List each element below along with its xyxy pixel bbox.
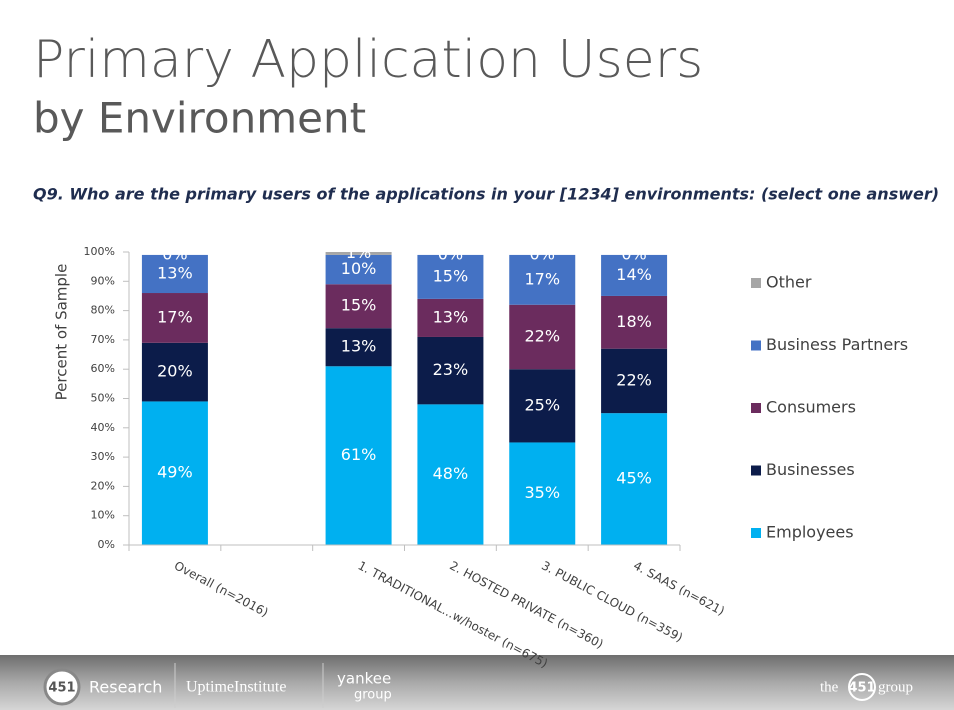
data-label: 1%	[346, 243, 371, 262]
data-label: 49%	[157, 463, 193, 482]
data-label: 23%	[433, 360, 469, 379]
x-tick-label: 2. HOSTED PRIVATE (n=360)	[447, 558, 605, 651]
data-label: 35%	[524, 483, 560, 502]
bar-segment	[417, 298, 484, 337]
legend-label: Other	[766, 273, 812, 292]
data-label: 22%	[616, 370, 652, 389]
data-label: 14%	[616, 265, 652, 284]
bar-segment	[417, 254, 484, 299]
slide-subtitle: by Environment	[33, 94, 366, 143]
bar-segment	[325, 366, 392, 545]
y-tick-label: 10%	[91, 509, 115, 522]
bar-segment	[141, 401, 208, 545]
x-tick-label: 4. SAAS (n=621)	[631, 558, 727, 618]
legend-label: Business Partners	[766, 335, 908, 354]
bar-segment	[601, 348, 668, 414]
y-axis-label: Percent of Sample	[53, 264, 71, 401]
bar-segment	[325, 284, 392, 329]
legend-swatch	[751, 465, 761, 476]
data-label: 17%	[157, 307, 193, 326]
bar-segment	[141, 254, 208, 294]
legend-swatch	[751, 403, 761, 413]
logo-text: 451	[48, 681, 75, 696]
data-label: 45%	[616, 469, 652, 488]
data-label: 15%	[433, 266, 469, 285]
bar-segment	[601, 295, 668, 349]
data-label: 13%	[433, 307, 469, 326]
bar-segment	[141, 342, 208, 402]
logo-text: group	[354, 688, 392, 703]
y-tick-label: 50%	[91, 392, 115, 405]
footer-band	[0, 655, 954, 710]
x-tick-label: 1. TRADITIONAL...w/hoster (n=675)	[356, 558, 551, 670]
y-tick-label: 0%	[98, 538, 115, 551]
legend-swatch	[751, 528, 761, 538]
y-tick-label: 80%	[91, 304, 115, 317]
y-tick-label: 30%	[91, 450, 115, 463]
logo-text: Research	[89, 678, 162, 697]
y-tick-label: 40%	[91, 421, 115, 434]
bar-segment	[509, 442, 576, 545]
data-label: 0%	[162, 244, 187, 263]
data-label: 13%	[157, 263, 193, 282]
bar-segment	[417, 336, 484, 405]
data-label: 48%	[433, 464, 469, 483]
logo-text: group	[878, 679, 913, 695]
data-label: 0%	[530, 244, 555, 263]
bar-segment	[601, 254, 668, 296]
bar-segment	[141, 293, 208, 343]
bar-segment	[325, 328, 392, 367]
data-label: 15%	[341, 296, 377, 315]
bar-segment	[509, 304, 576, 370]
data-label: 20%	[157, 362, 193, 381]
data-label: 18%	[616, 312, 652, 331]
x-tick-label: Overall (n=2016)	[172, 558, 271, 619]
data-label: 0%	[621, 244, 646, 263]
y-tick-label: 60%	[91, 362, 115, 375]
bar-segment	[509, 254, 576, 305]
data-label: 25%	[524, 395, 560, 414]
legend-swatch	[751, 340, 761, 351]
bar-segment	[601, 413, 668, 545]
legend-label: Businesses	[766, 460, 855, 479]
bar-segment	[325, 254, 392, 285]
plot: 49%20%17%13%0%61%13%15%10%1%48%23%13%15%…	[141, 243, 668, 545]
data-label: 13%	[341, 337, 377, 356]
legend-label: Employees	[766, 523, 854, 542]
data-label: 22%	[524, 326, 560, 345]
legend-swatch	[751, 278, 761, 288]
slide-title: Primary Application Users	[33, 30, 703, 90]
logo-badge	[43, 668, 81, 706]
data-label: 17%	[524, 269, 560, 288]
legend-label: Consumers	[766, 398, 856, 417]
y-tick-label: 90%	[91, 274, 115, 287]
data-label: 0%	[438, 244, 463, 263]
logo-text: yankee	[337, 670, 391, 688]
bar-segment	[325, 252, 392, 255]
logo-badge	[848, 673, 876, 701]
logo-text: the	[820, 679, 839, 695]
y-tick-label: 100%	[84, 245, 115, 258]
y-tick-label: 70%	[91, 333, 115, 346]
bar-segment	[509, 369, 576, 443]
bar-segment	[417, 404, 484, 545]
logo-text: 451	[848, 681, 875, 696]
y-tick-label: 20%	[91, 479, 115, 492]
data-label: 61%	[341, 445, 377, 464]
data-label: 10%	[341, 259, 377, 278]
logo-text: UptimeInstitute	[186, 679, 286, 696]
question: Q9. Who are the primary users of the app…	[33, 185, 939, 204]
